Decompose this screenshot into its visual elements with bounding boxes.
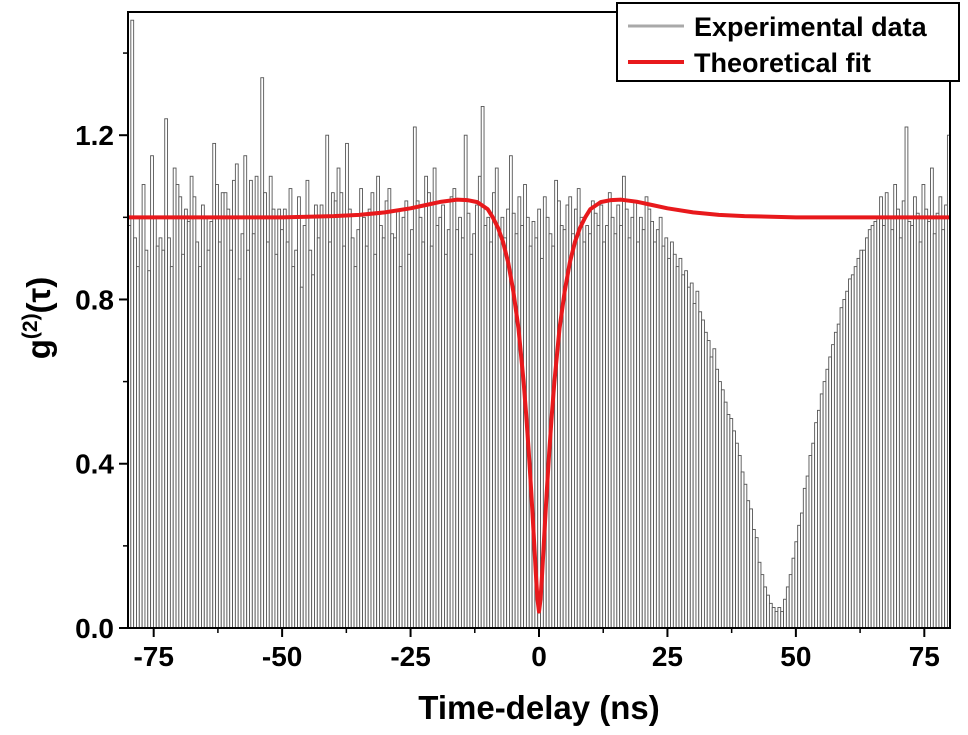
x-tick-label: 50 (780, 641, 811, 672)
x-tick-label: -50 (262, 641, 302, 672)
y-tick-label: 0.8 (75, 284, 114, 315)
y-tick-label: 0.4 (75, 449, 114, 480)
x-tick-label: 0 (531, 641, 547, 672)
y-tick-label: 1.2 (75, 120, 114, 151)
svg-text:g(2)(τ): g(2)(τ) (19, 277, 57, 360)
x-tick-label: -25 (390, 641, 430, 672)
y-axis-title-main: g (20, 339, 57, 359)
x-tick-label: 25 (652, 641, 683, 672)
fit-curve (128, 197, 950, 614)
x-axis-title: Time-delay (ns) (418, 689, 659, 726)
x-tick-label: 75 (909, 641, 940, 672)
y-tick-label: 0.0 (75, 613, 114, 644)
axes: -75 -50 -25 0 25 50 75 0.0 0.4 0.8 1.2 (75, 52, 940, 672)
y-axis-title-superscript: (2) (19, 313, 42, 339)
x-tick-label: -75 (133, 641, 173, 672)
legend-box (616, 2, 960, 82)
fit-curve-layer (128, 197, 950, 614)
legend: Experimental data Theoretical fit (616, 2, 960, 82)
y-axis-title: g(2)(τ) (19, 277, 57, 360)
legend-label-experimental: Experimental data (694, 12, 928, 42)
y-axis-title-argument: (τ) (20, 277, 57, 314)
legend-label-fit: Theoretical fit (694, 48, 871, 78)
